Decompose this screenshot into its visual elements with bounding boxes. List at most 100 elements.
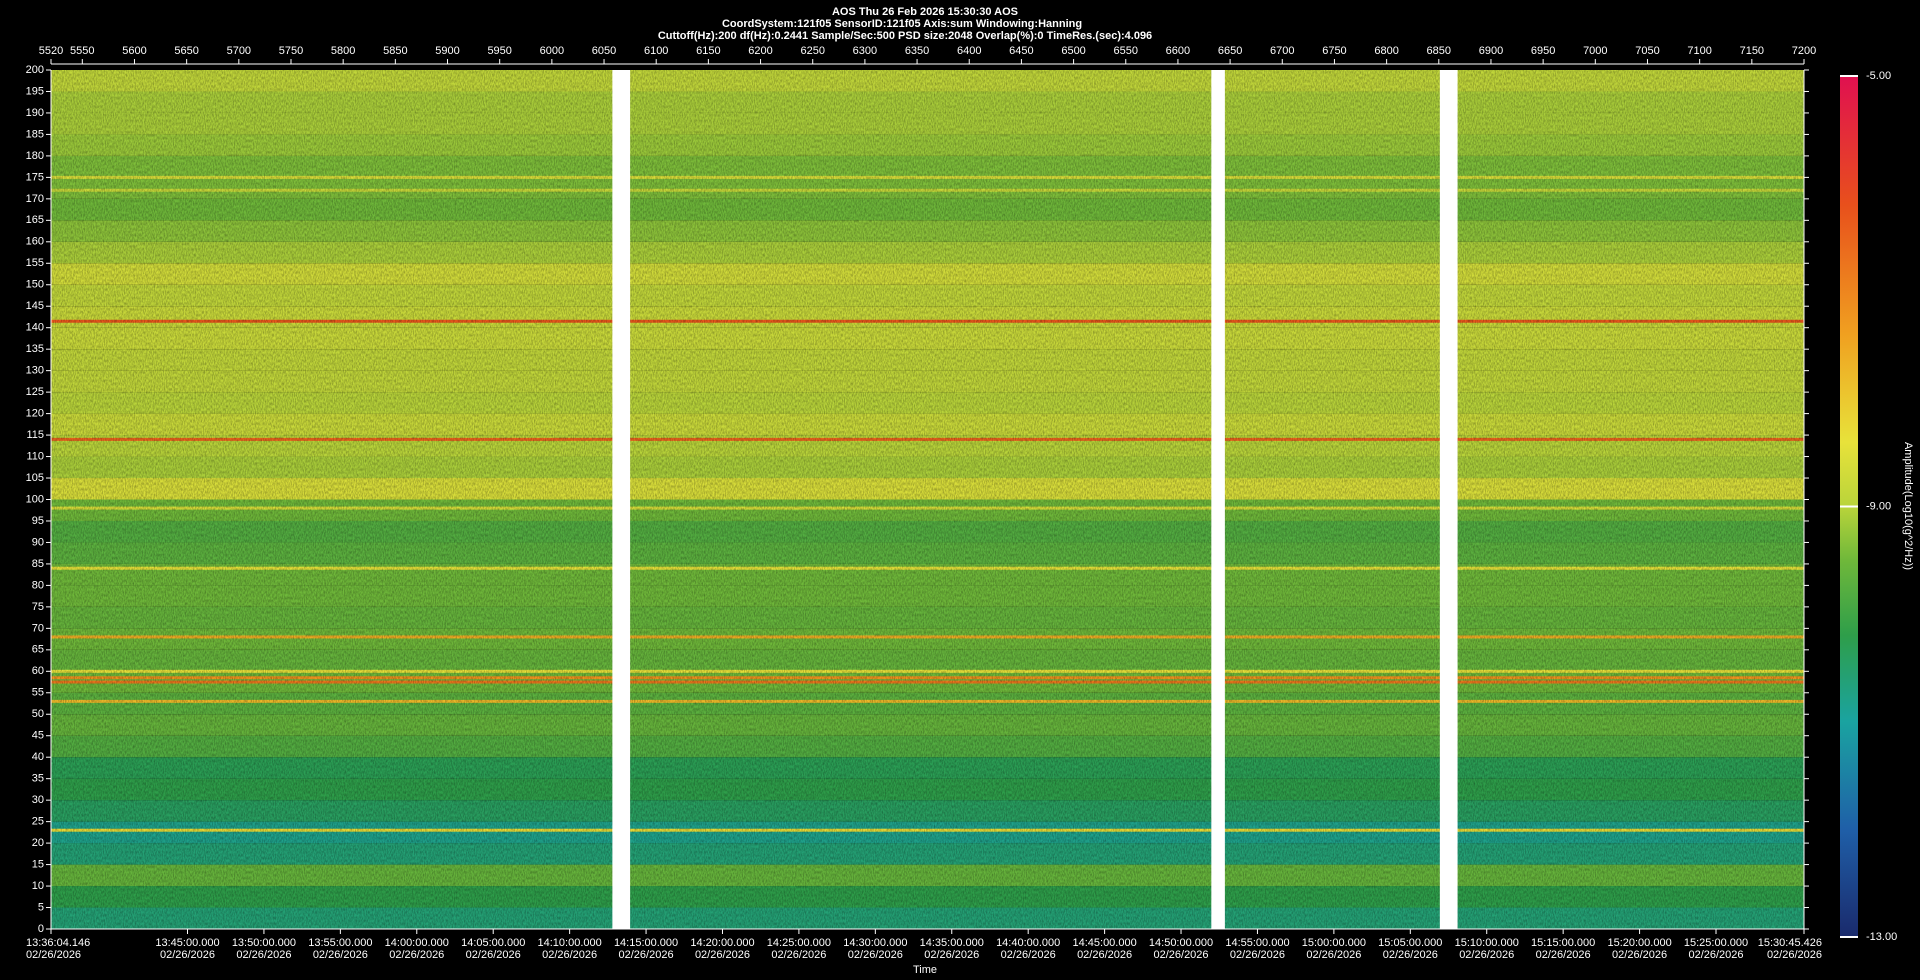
x2-tick-date: 02/26/2026: [1688, 949, 1743, 961]
y-tick-label: 160: [26, 236, 44, 248]
x-tick-label: 7200: [1792, 45, 1816, 57]
y-tick-label: 95: [32, 515, 44, 527]
x2-tick-label: 14:10:00.000: [538, 937, 602, 949]
y-tick-label: 195: [26, 85, 44, 97]
x-tick-label: 5520: [39, 45, 63, 57]
x2-tick-label: 14:55:00.000: [1225, 937, 1289, 949]
x-axis-label: Time: [913, 964, 937, 976]
y-tick-label: 40: [32, 751, 44, 763]
y-tick-label: 200: [26, 64, 44, 76]
x-tick-label: 6100: [644, 45, 668, 57]
x-tick-label: 6000: [540, 45, 564, 57]
y-tick-label: 75: [32, 601, 44, 613]
x-tick-label: 6600: [1166, 45, 1190, 57]
x-tick-label: 6350: [905, 45, 929, 57]
y-tick-label: 70: [32, 622, 44, 634]
x-tick-label: 5900: [435, 45, 459, 57]
colorbar-tick-label: -5.00: [1866, 70, 1891, 82]
x-tick-label: 5750: [279, 45, 303, 57]
x2-tick-date: 02/26/2026: [695, 949, 750, 961]
x-tick-label: 7150: [1740, 45, 1764, 57]
x-tick-label: 6950: [1531, 45, 1555, 57]
heatmap: [51, 70, 1804, 929]
y-tick-label: 25: [32, 816, 44, 828]
y-tick-label: 35: [32, 773, 44, 785]
x2-tick-label: 14:40:00.000: [996, 937, 1060, 949]
x2-tick-label: 13:45:00.000: [155, 937, 219, 949]
x2-tick-date: 02/26/2026: [389, 949, 444, 961]
y-tick-label: 155: [26, 257, 44, 269]
x2-tick-date: 02/26/2026: [313, 949, 368, 961]
x2-tick-label: 14:05:00.000: [461, 937, 525, 949]
x2-tick-label: 14:00:00.000: [385, 937, 449, 949]
x-tick-label: 7050: [1635, 45, 1659, 57]
data-gap: [1211, 70, 1225, 929]
x-tick-label: 7100: [1687, 45, 1711, 57]
x2-tick-label: 13:36:04.146: [26, 937, 90, 949]
x2-tick-date: 02/26/2026: [160, 949, 215, 961]
x2-tick-date: 02/26/2026: [1230, 949, 1285, 961]
x-tick-label: 6800: [1374, 45, 1398, 57]
x2-tick-label: 15:25:00.000: [1684, 937, 1748, 949]
x2-tick-date: 02/26/2026: [1459, 949, 1514, 961]
y-tick-label: 15: [32, 858, 44, 870]
x-tick-label: 6200: [748, 45, 772, 57]
y-tick-label: 130: [26, 365, 44, 377]
x2-tick-date: 02/26/2026: [848, 949, 903, 961]
x-tick-label: 6850: [1427, 45, 1451, 57]
x2-tick-date: 02/26/2026: [1767, 949, 1822, 961]
x-tick-label: 5550: [70, 45, 94, 57]
colorbar-tick-label: -13.00: [1866, 931, 1897, 943]
y-tick-label: 175: [26, 171, 44, 183]
x-tick-label: 5600: [122, 45, 146, 57]
x2-tick-date: 02/26/2026: [26, 949, 81, 961]
x-tick-label: 6650: [1218, 45, 1242, 57]
y-tick-label: 80: [32, 579, 44, 591]
x2-tick-label: 13:55:00.000: [308, 937, 372, 949]
x2-tick-date: 02/26/2026: [1306, 949, 1361, 961]
x-tick-label: 6750: [1322, 45, 1346, 57]
y-tick-label: 150: [26, 279, 44, 291]
y-tick-label: 105: [26, 472, 44, 484]
y-tick-label: 140: [26, 322, 44, 334]
speckle-texture: [51, 70, 1804, 929]
y-tick-label: 0: [38, 923, 44, 935]
x2-tick-label: 15:00:00.000: [1302, 937, 1366, 949]
colorbar-label: Amplitude(Log10(g^2/Hz)): [1902, 442, 1914, 570]
y-tick-label: 55: [32, 687, 44, 699]
y-tick-label: 110: [26, 450, 44, 462]
chart-subtitle: Cuttoff(Hz):200 df(Hz):0.2441 Sample/Sec…: [658, 30, 1152, 42]
x2-tick-date: 02/26/2026: [1153, 949, 1208, 961]
x-tick-label: 6700: [1270, 45, 1294, 57]
x2-tick-date: 02/26/2026: [466, 949, 521, 961]
data-gap: [612, 70, 631, 929]
x2-tick-date: 02/26/2026: [236, 949, 291, 961]
x2-tick-label: 14:50:00.000: [1149, 937, 1213, 949]
x-tick-label: 5700: [227, 45, 251, 57]
colorbar-tick-label: -9.00: [1866, 500, 1891, 512]
y-tick-label: 145: [26, 300, 44, 312]
y-tick-label: 30: [32, 794, 44, 806]
x2-tick-label: 14:25:00.000: [767, 937, 831, 949]
x2-tick-label: 15:15:00.000: [1531, 937, 1595, 949]
data-gap: [1439, 70, 1458, 929]
x-tick-label: 6900: [1479, 45, 1503, 57]
x2-tick-date: 02/26/2026: [1077, 949, 1132, 961]
x-tick-label: 6150: [696, 45, 720, 57]
x2-tick-date: 02/26/2026: [1383, 949, 1438, 961]
x2-tick-label: 14:15:00.000: [614, 937, 678, 949]
chart-title: AOS Thu 26 Feb 2026 15:30:30 AOS: [832, 6, 1018, 18]
x2-tick-label: 15:05:00.000: [1378, 937, 1442, 949]
x-tick-label: 6050: [592, 45, 616, 57]
y-tick-label: 165: [26, 214, 44, 226]
y-tick-label: 65: [32, 644, 44, 656]
x2-tick-label: 15:30:45.426: [1758, 937, 1822, 949]
x-tick-label: 6400: [957, 45, 981, 57]
y-tick-label: 170: [26, 193, 44, 205]
x2-tick-label: 14:45:00.000: [1072, 937, 1136, 949]
x2-tick-label: 14:20:00.000: [690, 937, 754, 949]
y-tick-label: 90: [32, 536, 44, 548]
y-tick-label: 190: [26, 107, 44, 119]
x-tick-label: 6300: [853, 45, 877, 57]
